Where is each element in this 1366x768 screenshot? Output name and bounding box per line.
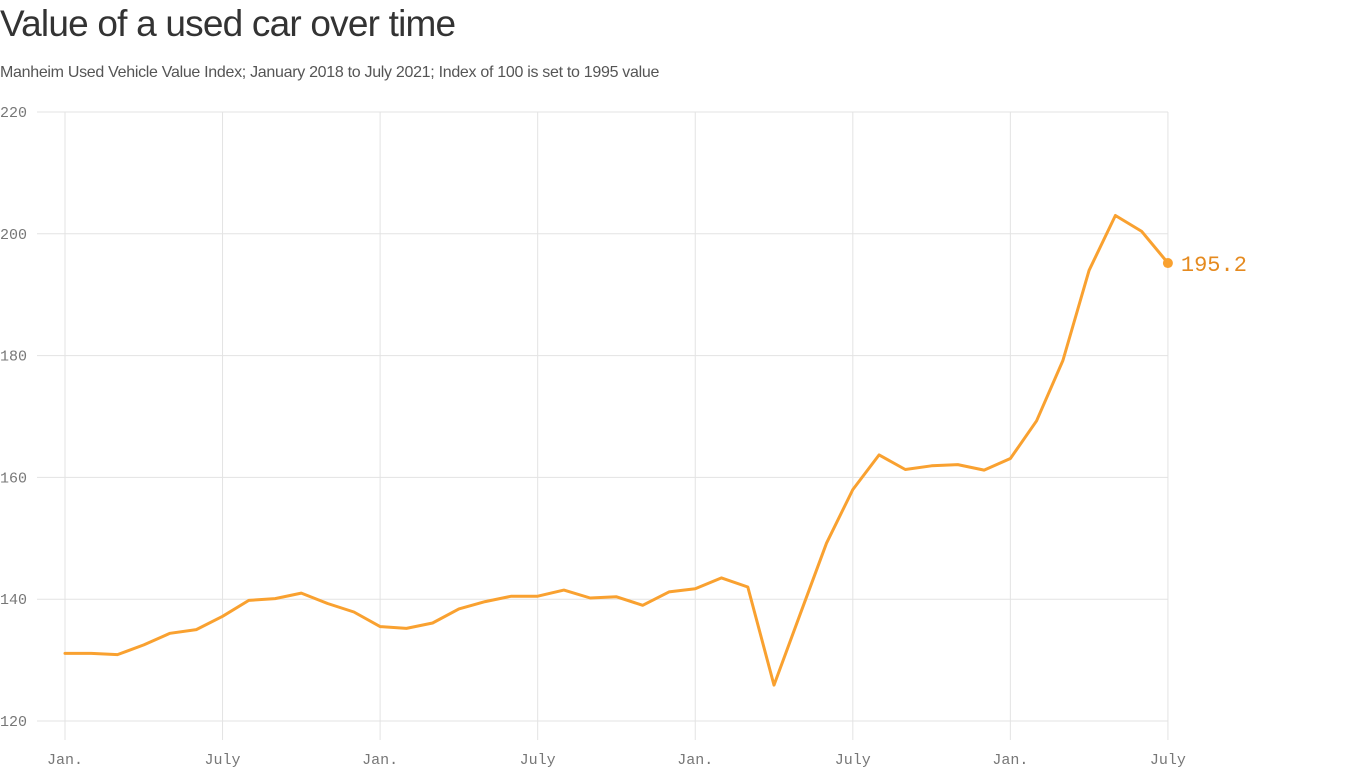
end-point-marker <box>1162 258 1173 269</box>
x-tick-label: Jan. <box>47 752 83 768</box>
x-tick-label: Jan. <box>992 752 1028 768</box>
chart-subtitle: Manheim Used Vehicle Value Index; Januar… <box>0 64 660 81</box>
horizontal-gridlines <box>37 111 1168 722</box>
x-tick-label: Jan. <box>362 752 398 768</box>
vertical-gridlines <box>64 112 1169 740</box>
y-tick-label: 200 <box>0 227 27 244</box>
y-tick-label: 140 <box>0 592 27 609</box>
y-tick-label: 220 <box>0 105 27 122</box>
y-tick-label: 180 <box>0 349 27 366</box>
x-axis-tick-labels: Jan. July Jan. July Jan. July Jan. July <box>47 752 1186 768</box>
y-tick-label: 120 <box>0 714 27 731</box>
x-tick-label: July <box>205 752 241 768</box>
x-tick-label: July <box>835 752 871 768</box>
y-axis-tick-labels: 120 140 160 180 200 220 <box>0 105 27 731</box>
x-tick-label: Jan. <box>677 752 713 768</box>
chart-title: Value of a used car over time <box>0 3 456 44</box>
end-value-label: 195.2 <box>1181 253 1247 278</box>
x-tick-label: July <box>520 752 556 768</box>
y-tick-label: 160 <box>0 470 27 487</box>
x-tick-label: July <box>1150 752 1186 768</box>
index-line <box>63 214 1170 687</box>
